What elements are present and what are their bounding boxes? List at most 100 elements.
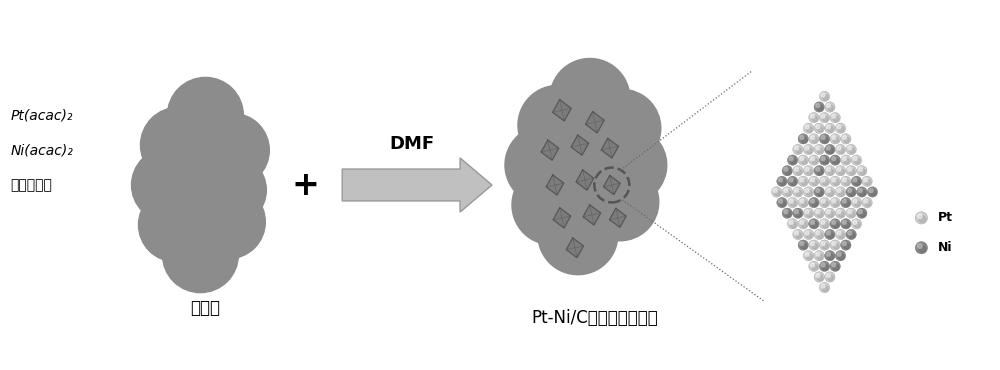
Circle shape [826,125,830,129]
Circle shape [816,125,820,129]
Circle shape [796,169,802,175]
Circle shape [819,155,830,165]
Circle shape [803,229,814,240]
Circle shape [846,229,856,240]
Circle shape [833,179,839,185]
Circle shape [838,233,844,238]
Circle shape [826,104,830,108]
Circle shape [793,208,803,218]
Circle shape [835,165,846,176]
Circle shape [822,158,828,164]
Circle shape [817,254,823,260]
Circle shape [801,243,807,249]
Circle shape [805,167,809,171]
Circle shape [860,169,865,175]
Circle shape [841,134,851,144]
Circle shape [849,148,855,154]
Circle shape [807,233,812,238]
Text: Ni(acac)₂: Ni(acac)₂ [11,143,74,157]
Circle shape [838,190,844,196]
Circle shape [828,211,834,217]
Polygon shape [601,138,618,158]
Circle shape [865,201,871,206]
Circle shape [581,163,659,241]
Circle shape [832,263,836,267]
Circle shape [800,157,804,161]
Circle shape [785,190,791,196]
Circle shape [832,157,836,161]
Circle shape [915,212,928,224]
Circle shape [796,190,802,196]
Circle shape [838,211,844,217]
Circle shape [828,275,834,281]
Circle shape [518,85,598,165]
Circle shape [835,144,846,155]
Circle shape [841,198,851,208]
Polygon shape [566,238,583,258]
Circle shape [810,242,814,246]
Circle shape [862,198,872,208]
Circle shape [784,210,788,214]
Circle shape [846,208,856,218]
Circle shape [812,243,818,249]
Circle shape [830,155,840,165]
Circle shape [817,233,823,238]
Circle shape [809,261,819,272]
Circle shape [841,176,851,186]
Circle shape [830,176,840,186]
Circle shape [917,244,922,248]
Circle shape [812,265,818,270]
Circle shape [822,243,828,249]
Circle shape [828,148,834,154]
Circle shape [864,178,868,182]
Circle shape [825,144,835,155]
Circle shape [832,221,836,224]
Circle shape [821,157,825,161]
Circle shape [842,221,846,224]
Circle shape [782,187,792,197]
Text: DMF: DMF [390,135,435,153]
Circle shape [828,254,834,260]
Circle shape [819,240,830,250]
Circle shape [812,201,818,206]
Circle shape [822,201,828,206]
Circle shape [919,246,926,252]
Circle shape [800,221,804,224]
Circle shape [795,146,798,150]
Circle shape [838,169,844,175]
Circle shape [821,284,825,288]
Circle shape [809,198,819,208]
Circle shape [801,222,807,228]
Circle shape [793,187,803,197]
Circle shape [793,229,803,240]
Circle shape [865,179,871,185]
Circle shape [851,219,862,229]
Circle shape [771,187,782,197]
Circle shape [779,178,782,182]
Circle shape [538,195,618,275]
Circle shape [821,199,825,203]
Circle shape [814,272,824,282]
Circle shape [826,210,830,214]
Circle shape [826,252,830,256]
Circle shape [810,157,814,161]
Circle shape [809,219,819,229]
Circle shape [864,199,868,203]
Circle shape [191,185,265,259]
Circle shape [844,179,849,185]
Circle shape [830,112,840,123]
Circle shape [849,211,855,217]
Circle shape [828,190,834,196]
Circle shape [835,229,846,240]
Circle shape [825,250,835,261]
Circle shape [857,208,867,218]
Circle shape [787,155,798,165]
Circle shape [803,250,814,261]
Circle shape [775,190,780,196]
Circle shape [816,189,820,192]
Circle shape [816,167,820,171]
FancyArrow shape [342,158,492,212]
Circle shape [848,189,852,192]
Circle shape [846,144,856,155]
Circle shape [853,157,857,161]
